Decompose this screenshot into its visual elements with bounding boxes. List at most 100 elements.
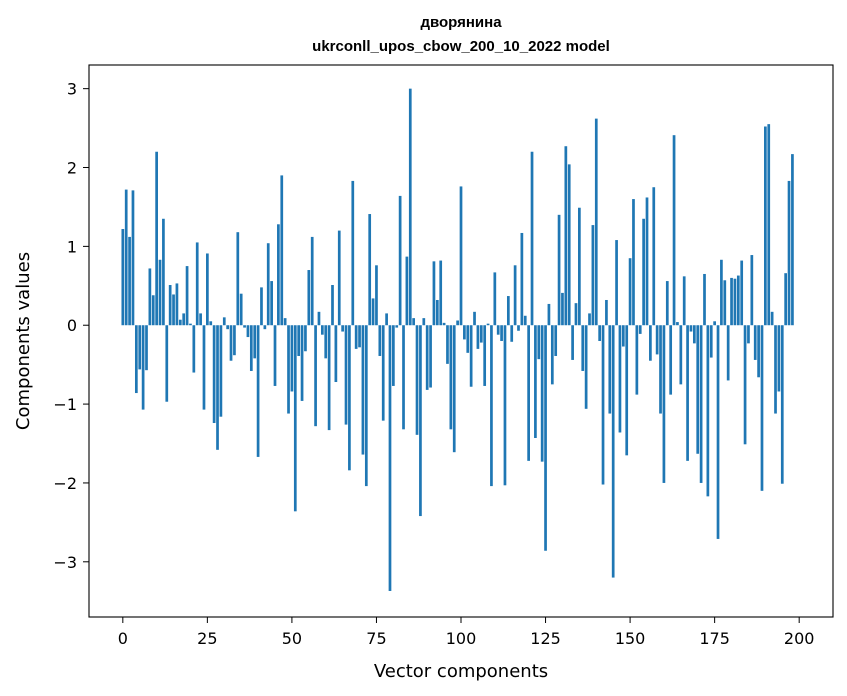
bar-93 [435, 299, 439, 326]
bar-46 [277, 224, 280, 326]
bar-130 [561, 292, 564, 326]
bar-86 [412, 318, 416, 326]
bar-65 [341, 325, 344, 332]
bar-25 [206, 253, 209, 326]
bar-53 [300, 325, 304, 401]
bar-198 [791, 154, 794, 326]
x-tick-label: 175 [699, 629, 730, 648]
bar-73 [368, 214, 372, 326]
bar-145 [611, 325, 615, 578]
bar-32 [229, 325, 233, 361]
bar-54 [304, 325, 307, 352]
bar-148 [621, 325, 625, 347]
bar-84 [405, 256, 409, 326]
bar-17 [178, 319, 182, 326]
bar-187 [753, 325, 757, 360]
bar-27 [212, 325, 216, 424]
bar-57 [314, 325, 317, 427]
bar-115 [510, 325, 514, 342]
bar-13 [165, 325, 169, 402]
bar-98 [452, 325, 456, 453]
bar-82 [398, 195, 402, 326]
bar-88 [419, 325, 422, 517]
bar-194 [777, 325, 781, 392]
bar-81 [395, 325, 399, 328]
bar-45 [273, 325, 277, 386]
bar-185 [747, 325, 750, 344]
bar-52 [297, 325, 301, 356]
bar-18 [182, 313, 186, 326]
bar-69 [354, 325, 358, 349]
bar-110 [493, 272, 497, 326]
bar-158 [655, 325, 659, 355]
bar-28 [216, 325, 219, 450]
bar-181 [733, 278, 737, 326]
bar-136 [581, 325, 585, 371]
bar-174 [709, 325, 713, 358]
bar-153 [638, 325, 642, 334]
bar-44 [270, 281, 273, 326]
bar-133 [571, 325, 574, 360]
bar-123 [537, 325, 541, 360]
bar-79 [388, 325, 392, 591]
bar-11 [158, 259, 162, 326]
bar-152 [635, 325, 639, 395]
x-tick-label: 100 [446, 629, 477, 648]
bar-23 [199, 313, 202, 326]
bar-9 [151, 295, 155, 326]
bar-159 [659, 325, 662, 414]
bar-127 [550, 325, 554, 385]
bar-41 [260, 287, 263, 326]
y-axis-ticks: −3 −2 −1 0 1 2 3 [53, 80, 89, 572]
bar-157 [652, 187, 656, 326]
bar-116 [513, 265, 517, 326]
bar-59 [320, 325, 324, 335]
bar-36 [243, 325, 246, 328]
bar-61 [327, 325, 331, 431]
bar-176 [716, 325, 720, 539]
bar-112 [500, 325, 503, 341]
bar-134 [574, 303, 578, 326]
bar-100 [459, 186, 463, 326]
bars-group [121, 88, 794, 591]
bar-78 [385, 313, 388, 326]
bar-76 [378, 325, 382, 356]
bar-132 [567, 164, 571, 326]
bar-151 [632, 199, 635, 326]
bar-178 [723, 280, 727, 326]
bar-179 [726, 325, 730, 381]
bar-19 [185, 266, 189, 326]
bar-124 [540, 325, 544, 462]
bar-191 [767, 124, 771, 326]
bar-90 [425, 325, 429, 390]
bar-126 [547, 303, 551, 326]
bar-142 [601, 325, 605, 485]
bar-114 [506, 296, 510, 326]
bar-173 [706, 325, 710, 497]
x-tick-label: 200 [784, 629, 815, 648]
bar-129 [557, 214, 561, 326]
bar-144 [608, 325, 612, 414]
bar-58 [317, 311, 321, 326]
bar-195 [780, 325, 784, 484]
bar-56 [310, 236, 314, 326]
bar-105 [476, 325, 480, 349]
bar-66 [344, 325, 348, 425]
bar-63 [334, 325, 338, 383]
y-tick-label: 3 [67, 80, 77, 99]
bar-26 [209, 321, 213, 326]
bar-83 [402, 325, 405, 430]
bar-168 [689, 325, 693, 332]
bar-67 [348, 325, 351, 471]
bar-92 [432, 261, 436, 326]
bar-77 [381, 325, 385, 421]
y-tick-label: 1 [67, 237, 77, 256]
x-tick-label: 0 [118, 629, 128, 648]
bar-184 [743, 325, 747, 445]
bar-107 [483, 325, 487, 386]
x-tick-label: 150 [615, 629, 646, 648]
bar-109 [490, 325, 493, 487]
x-axis-ticks: 0 25 50 75 100 125 150 175 200 [118, 617, 815, 648]
bar-101 [463, 325, 466, 340]
bar-42 [263, 325, 267, 330]
